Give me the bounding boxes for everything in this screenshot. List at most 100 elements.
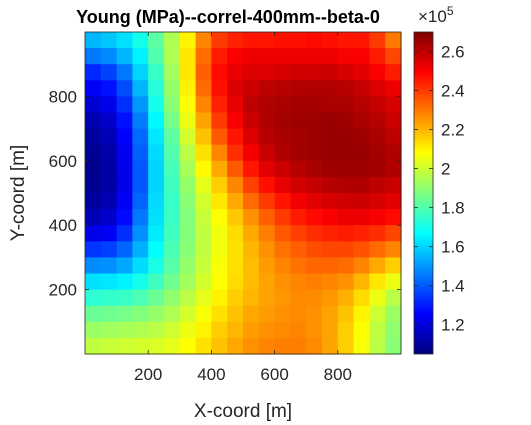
heatmap-cell xyxy=(179,273,197,291)
heatmap-cell xyxy=(85,160,102,178)
heatmap-cell xyxy=(274,96,291,114)
heatmap-cell xyxy=(116,144,133,162)
heatmap-cell xyxy=(274,128,291,146)
heatmap-cell xyxy=(385,160,402,178)
heatmap-cell xyxy=(258,321,276,339)
heatmap-cell xyxy=(132,32,149,49)
heatmap-cell xyxy=(148,209,165,226)
heatmap-cell xyxy=(179,96,197,114)
y-tick-label: 600 xyxy=(49,152,77,171)
heatmap-cell xyxy=(164,96,181,114)
heatmap-cell xyxy=(369,305,386,323)
heatmap-cell xyxy=(369,80,386,97)
heatmap-cell xyxy=(195,144,212,162)
heatmap-cell xyxy=(227,241,244,258)
heatmap-cell xyxy=(116,96,133,114)
heatmap-cell xyxy=(227,209,244,226)
heatmap-cell xyxy=(164,257,181,275)
x-tick-label: 800 xyxy=(324,365,352,384)
heatmap-cell xyxy=(227,112,244,130)
heatmap-cell xyxy=(195,305,212,323)
heatmap-cell xyxy=(211,273,228,291)
heatmap-cell xyxy=(100,273,118,291)
heatmap-cell xyxy=(337,193,355,210)
heatmap-cell xyxy=(132,321,149,339)
heatmap-cell xyxy=(132,273,149,291)
heatmap-cell xyxy=(164,193,181,210)
heatmap-cell xyxy=(369,209,386,226)
heatmap-cell xyxy=(211,96,228,114)
heatmap-cell xyxy=(306,176,323,194)
heatmap-cell xyxy=(385,64,402,81)
heatmap-cell xyxy=(100,96,118,114)
heatmap-cell xyxy=(195,128,212,146)
heatmap-cell xyxy=(337,209,355,226)
heatmap-cell xyxy=(211,225,228,242)
y-tick-label: 200 xyxy=(49,281,77,300)
heatmap-cell xyxy=(132,305,149,323)
heatmap-cell xyxy=(179,176,197,194)
heatmap-cell xyxy=(227,321,244,339)
heatmap-cell xyxy=(179,193,197,210)
heatmap-cell xyxy=(290,305,307,323)
heatmap-cell xyxy=(85,112,102,130)
colorbar-tick-label: 2.6 xyxy=(441,43,465,62)
heatmap-cell xyxy=(258,273,276,291)
heatmap-cell xyxy=(322,176,339,194)
heatmap-cell xyxy=(195,32,212,49)
heatmap-cell xyxy=(132,257,149,275)
heatmap-cell xyxy=(211,160,228,178)
heatmap-cell xyxy=(306,48,323,65)
heatmap-cell xyxy=(164,337,181,355)
heatmap-cell xyxy=(227,144,244,162)
heatmap-cell xyxy=(116,305,133,323)
heatmap-cell xyxy=(258,289,276,307)
heatmap-cell xyxy=(243,225,260,242)
x-axis-ticks: 200 400 600 800 xyxy=(134,32,352,384)
heatmap-cell xyxy=(290,48,307,65)
heatmap-cell xyxy=(353,209,370,226)
heatmap-cell xyxy=(195,257,212,275)
heatmap-cell xyxy=(369,193,386,210)
heatmap-cell xyxy=(148,48,165,65)
x-tick-label: 200 xyxy=(134,365,162,384)
heatmap-cell xyxy=(322,321,339,339)
heatmap-cell xyxy=(306,128,323,146)
heatmap-cell xyxy=(116,48,133,65)
heatmap-cell xyxy=(322,289,339,307)
heatmap-cell xyxy=(290,289,307,307)
heatmap-cell xyxy=(306,273,323,291)
heatmap-cell xyxy=(179,48,197,65)
heatmap-cell xyxy=(322,112,339,130)
heatmap-cell xyxy=(353,128,370,146)
heatmap-cell xyxy=(227,273,244,291)
heatmap-cell xyxy=(258,112,276,130)
heatmap-cell xyxy=(369,273,386,291)
heatmap-cell xyxy=(243,241,260,258)
heatmap-cell xyxy=(164,64,181,81)
heatmap-cell xyxy=(337,257,355,275)
heatmap-cell xyxy=(353,225,370,242)
heatmap-cell xyxy=(195,160,212,178)
heatmap-cell xyxy=(290,96,307,114)
heatmap-cell xyxy=(85,144,102,162)
heatmap-cell xyxy=(227,176,244,194)
heatmap-cell xyxy=(195,241,212,258)
heatmap-cell xyxy=(195,112,212,130)
heatmap-cell xyxy=(100,305,118,323)
heatmap-cell xyxy=(353,160,370,178)
heatmap-cell xyxy=(369,176,386,194)
heatmap-cell xyxy=(353,273,370,291)
heatmap-cell xyxy=(258,176,276,194)
heatmap-cell xyxy=(322,96,339,114)
heatmap-cell xyxy=(116,321,133,339)
heatmap-cell xyxy=(211,144,228,162)
heatmap-cell xyxy=(369,241,386,258)
heatmap-cell xyxy=(195,337,212,355)
heatmap-cell xyxy=(290,128,307,146)
heatmap-cell xyxy=(100,112,118,130)
heatmap-cell xyxy=(385,257,402,275)
heatmap-cell xyxy=(243,64,260,81)
heatmap-cell xyxy=(353,176,370,194)
heatmap-cell xyxy=(211,176,228,194)
